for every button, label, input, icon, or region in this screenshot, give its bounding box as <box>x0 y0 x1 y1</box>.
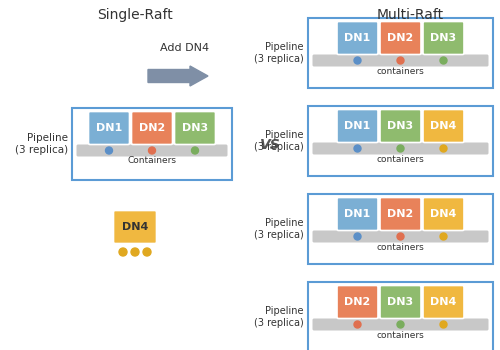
Circle shape <box>397 145 404 152</box>
FancyBboxPatch shape <box>380 21 421 55</box>
Text: containers: containers <box>376 331 424 340</box>
Bar <box>308 282 493 350</box>
Bar <box>308 194 493 264</box>
Text: DN1: DN1 <box>344 33 370 43</box>
Text: DN2: DN2 <box>388 209 413 219</box>
Bar <box>72 108 232 180</box>
FancyBboxPatch shape <box>380 197 421 231</box>
Text: Single-Raft: Single-Raft <box>97 8 173 22</box>
FancyBboxPatch shape <box>132 112 172 145</box>
Text: Pipeline
(3 replica): Pipeline (3 replica) <box>254 130 304 152</box>
FancyBboxPatch shape <box>312 318 488 330</box>
Text: VS: VS <box>260 138 280 152</box>
FancyBboxPatch shape <box>337 197 378 231</box>
Circle shape <box>440 145 447 152</box>
Text: DN4: DN4 <box>122 222 148 232</box>
Text: DN2: DN2 <box>139 123 165 133</box>
FancyBboxPatch shape <box>114 210 156 244</box>
Circle shape <box>397 233 404 240</box>
Text: DN4: DN4 <box>430 209 456 219</box>
Text: containers: containers <box>376 155 424 164</box>
Circle shape <box>354 145 361 152</box>
FancyBboxPatch shape <box>380 110 421 142</box>
Circle shape <box>192 147 198 154</box>
Text: DN3: DN3 <box>388 121 413 131</box>
Text: Containers: Containers <box>128 156 176 165</box>
Text: DN3: DN3 <box>182 123 208 133</box>
Text: Pipeline
(3 replica): Pipeline (3 replica) <box>254 218 304 240</box>
Circle shape <box>354 57 361 64</box>
FancyBboxPatch shape <box>312 231 488 243</box>
FancyBboxPatch shape <box>76 145 228 156</box>
Circle shape <box>143 248 151 256</box>
FancyBboxPatch shape <box>312 142 488 154</box>
FancyArrow shape <box>148 66 208 86</box>
Circle shape <box>440 57 447 64</box>
Text: DN4: DN4 <box>430 121 456 131</box>
Text: DN4: DN4 <box>430 297 456 307</box>
FancyBboxPatch shape <box>337 286 378 318</box>
FancyBboxPatch shape <box>423 21 464 55</box>
Text: DN3: DN3 <box>430 33 456 43</box>
FancyBboxPatch shape <box>380 286 421 318</box>
FancyBboxPatch shape <box>174 112 216 145</box>
Text: DN2: DN2 <box>344 297 370 307</box>
Text: Pipeline
(3 replica): Pipeline (3 replica) <box>15 133 68 155</box>
FancyBboxPatch shape <box>88 112 130 145</box>
FancyBboxPatch shape <box>423 197 464 231</box>
Circle shape <box>119 248 127 256</box>
Text: Pipeline
(3 replica): Pipeline (3 replica) <box>254 42 304 64</box>
Circle shape <box>354 321 361 328</box>
Text: DN2: DN2 <box>388 33 413 43</box>
Circle shape <box>106 147 112 154</box>
Circle shape <box>397 321 404 328</box>
Text: DN1: DN1 <box>344 209 370 219</box>
Text: containers: containers <box>376 67 424 76</box>
Text: containers: containers <box>376 243 424 252</box>
Text: DN1: DN1 <box>96 123 122 133</box>
Circle shape <box>440 321 447 328</box>
FancyBboxPatch shape <box>312 55 488 66</box>
Circle shape <box>440 233 447 240</box>
Circle shape <box>148 147 156 154</box>
Text: Add DN4: Add DN4 <box>160 43 210 53</box>
Bar <box>308 106 493 176</box>
Text: DN3: DN3 <box>388 297 413 307</box>
Text: Multi-Raft: Multi-Raft <box>376 8 444 22</box>
FancyBboxPatch shape <box>423 110 464 142</box>
FancyBboxPatch shape <box>423 286 464 318</box>
Circle shape <box>354 233 361 240</box>
Text: DN1: DN1 <box>344 121 370 131</box>
FancyBboxPatch shape <box>337 21 378 55</box>
FancyBboxPatch shape <box>337 110 378 142</box>
Circle shape <box>397 57 404 64</box>
Bar <box>308 18 493 88</box>
Text: Pipeline
(3 replica): Pipeline (3 replica) <box>254 306 304 328</box>
Circle shape <box>131 248 139 256</box>
